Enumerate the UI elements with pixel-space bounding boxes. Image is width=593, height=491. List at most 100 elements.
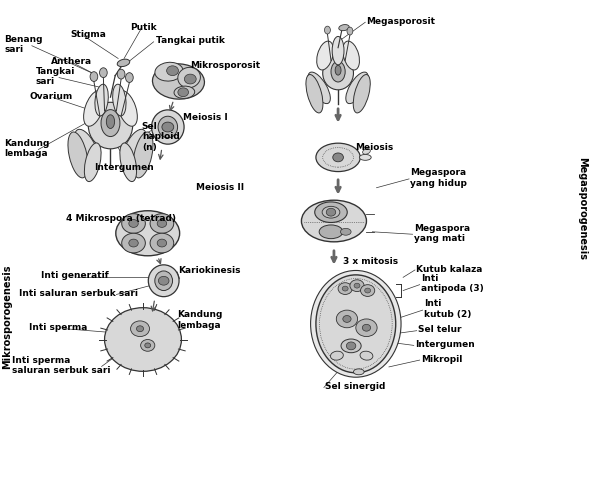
- Ellipse shape: [84, 143, 101, 182]
- Ellipse shape: [353, 369, 364, 375]
- Circle shape: [162, 122, 174, 132]
- Circle shape: [122, 233, 145, 253]
- Circle shape: [333, 153, 343, 162]
- Ellipse shape: [155, 62, 183, 81]
- Text: Anthera: Anthera: [52, 57, 93, 66]
- Ellipse shape: [362, 149, 371, 154]
- Circle shape: [136, 326, 144, 332]
- Circle shape: [356, 319, 377, 336]
- Text: Stigma: Stigma: [71, 30, 107, 39]
- Circle shape: [167, 66, 178, 76]
- Ellipse shape: [322, 206, 340, 218]
- Ellipse shape: [133, 132, 153, 178]
- Circle shape: [362, 325, 371, 331]
- Ellipse shape: [88, 102, 133, 149]
- Ellipse shape: [331, 61, 345, 82]
- Text: Meiosis I: Meiosis I: [183, 113, 228, 122]
- Ellipse shape: [335, 65, 341, 75]
- Text: Meiosis: Meiosis: [355, 143, 393, 152]
- Circle shape: [157, 239, 167, 247]
- Ellipse shape: [90, 72, 98, 82]
- Circle shape: [150, 214, 174, 233]
- Circle shape: [150, 233, 174, 253]
- Circle shape: [343, 316, 351, 323]
- Ellipse shape: [178, 67, 200, 88]
- Ellipse shape: [347, 27, 353, 35]
- Circle shape: [141, 339, 155, 351]
- Circle shape: [342, 286, 348, 291]
- Ellipse shape: [306, 75, 323, 113]
- Ellipse shape: [324, 26, 330, 34]
- Ellipse shape: [315, 202, 347, 222]
- Circle shape: [130, 321, 149, 336]
- Circle shape: [158, 276, 169, 285]
- Ellipse shape: [316, 143, 361, 171]
- Ellipse shape: [120, 143, 136, 182]
- Circle shape: [361, 285, 375, 297]
- Ellipse shape: [339, 25, 349, 30]
- Ellipse shape: [174, 86, 195, 98]
- Text: Kutub kalaza: Kutub kalaza: [416, 265, 483, 273]
- Ellipse shape: [158, 116, 177, 138]
- Text: Tangkai putik: Tangkai putik: [156, 36, 225, 45]
- Ellipse shape: [126, 73, 133, 82]
- Text: Kandung
lembaga: Kandung lembaga: [4, 139, 49, 158]
- Text: Intergumen: Intergumen: [415, 340, 474, 349]
- Text: Ovarium: Ovarium: [30, 92, 73, 101]
- Text: Megaspora
yang hidup: Megaspora yang hidup: [410, 168, 467, 188]
- Text: 4 Mikrospora (tetrad): 4 Mikrospora (tetrad): [66, 214, 176, 223]
- Ellipse shape: [152, 64, 205, 99]
- Ellipse shape: [117, 69, 125, 79]
- Text: Putik: Putik: [130, 23, 157, 32]
- Ellipse shape: [311, 271, 401, 377]
- Ellipse shape: [106, 115, 114, 129]
- Ellipse shape: [343, 41, 359, 70]
- Circle shape: [354, 283, 360, 288]
- Circle shape: [145, 343, 151, 348]
- Circle shape: [129, 219, 138, 227]
- Circle shape: [326, 208, 336, 216]
- Circle shape: [104, 308, 181, 371]
- Text: Sel telur: Sel telur: [418, 325, 461, 334]
- Ellipse shape: [317, 41, 333, 70]
- Ellipse shape: [341, 339, 361, 353]
- Ellipse shape: [353, 75, 370, 113]
- Circle shape: [365, 288, 371, 293]
- Text: Intergumen: Intergumen: [94, 163, 154, 172]
- Ellipse shape: [116, 211, 180, 256]
- Circle shape: [157, 219, 167, 227]
- Circle shape: [122, 214, 145, 233]
- Ellipse shape: [101, 109, 120, 136]
- Text: Kandung
lembaga: Kandung lembaga: [177, 310, 222, 329]
- Circle shape: [178, 88, 189, 97]
- Ellipse shape: [332, 36, 344, 65]
- Ellipse shape: [316, 275, 396, 373]
- Ellipse shape: [75, 129, 99, 169]
- Text: Megasporosit: Megasporosit: [366, 17, 435, 26]
- Text: Inti
antipoda (3): Inti antipoda (3): [421, 274, 484, 294]
- Text: Sel
haploid
(n): Sel haploid (n): [142, 122, 180, 152]
- Circle shape: [346, 342, 356, 350]
- Text: Megaspora
yang mati: Megaspora yang mati: [414, 223, 470, 243]
- Text: 3 x mitosis: 3 x mitosis: [343, 257, 398, 266]
- Text: Inti saluran serbuk sari: Inti saluran serbuk sari: [19, 289, 138, 298]
- Ellipse shape: [323, 56, 353, 90]
- Ellipse shape: [330, 351, 343, 360]
- Text: Mikrosporogenesis: Mikrosporogenesis: [2, 264, 12, 369]
- Circle shape: [184, 74, 196, 84]
- Text: Mikropil: Mikropil: [421, 355, 462, 364]
- Ellipse shape: [340, 228, 351, 235]
- Text: Megasporogenesis: Megasporogenesis: [576, 157, 586, 260]
- Ellipse shape: [122, 129, 146, 169]
- Circle shape: [350, 280, 364, 292]
- Text: Meiosis II: Meiosis II: [196, 183, 244, 192]
- Text: Tangkai
sari: Tangkai sari: [36, 67, 75, 86]
- Text: Mikrosporosit: Mikrosporosit: [190, 61, 260, 70]
- Circle shape: [338, 283, 352, 295]
- Ellipse shape: [346, 72, 368, 104]
- Ellipse shape: [319, 225, 343, 239]
- Ellipse shape: [360, 351, 373, 360]
- Ellipse shape: [68, 132, 88, 178]
- Text: Inti
kutub (2): Inti kutub (2): [424, 300, 471, 319]
- Text: Inti generatif: Inti generatif: [42, 272, 109, 280]
